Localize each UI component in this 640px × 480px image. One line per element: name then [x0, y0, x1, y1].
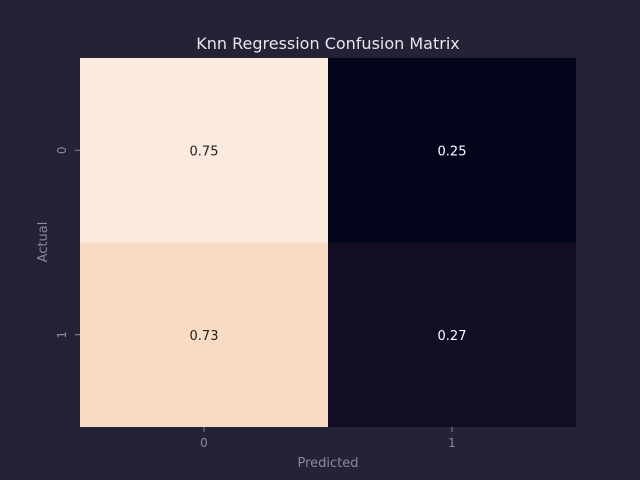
- heatmap-cell: [80, 242, 328, 427]
- axis-ticks: 0 1 0 1: [55, 146, 456, 450]
- x-tick-label: 0: [200, 436, 208, 450]
- y-axis-label: Actual: [36, 222, 51, 263]
- cell-value-label: 0.75: [190, 144, 219, 159]
- x-tick-label: 1: [448, 436, 456, 450]
- chart-title: Knn Regression Confusion Matrix: [196, 34, 460, 53]
- x-axis-label: Predicted: [297, 456, 358, 471]
- cell-value-label: 0.27: [438, 329, 467, 344]
- y-tick-label: 0: [55, 146, 69, 154]
- y-tick-label: 1: [55, 331, 69, 339]
- cell-value-label: 0.25: [438, 144, 467, 159]
- cell-value-label: 0.73: [190, 329, 219, 344]
- heatmap-cells: 0.75 0.25 0.73 0.27: [80, 58, 576, 427]
- heatmap-cell: [80, 58, 328, 243]
- heatmap-cell: [328, 58, 576, 243]
- heatmap-cell: [328, 242, 576, 427]
